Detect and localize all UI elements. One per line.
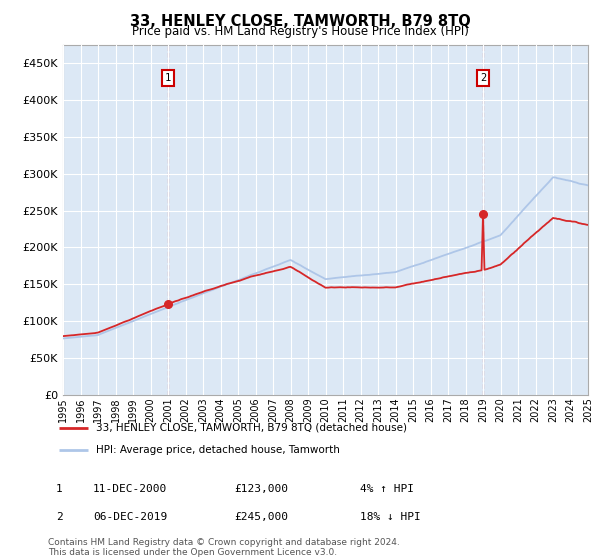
Text: HPI: Average price, detached house, Tamworth: HPI: Average price, detached house, Tamw…: [95, 445, 340, 455]
Text: Price paid vs. HM Land Registry's House Price Index (HPI): Price paid vs. HM Land Registry's House …: [131, 25, 469, 38]
Text: £245,000: £245,000: [234, 512, 288, 522]
Text: 2: 2: [56, 512, 63, 522]
Text: 33, HENLEY CLOSE, TAMWORTH, B79 8TQ: 33, HENLEY CLOSE, TAMWORTH, B79 8TQ: [130, 14, 470, 29]
Text: 1: 1: [165, 73, 171, 83]
Text: 2: 2: [480, 73, 486, 83]
Text: 06-DEC-2019: 06-DEC-2019: [93, 512, 167, 522]
Text: 1: 1: [56, 484, 63, 494]
Text: 33, HENLEY CLOSE, TAMWORTH, B79 8TQ (detached house): 33, HENLEY CLOSE, TAMWORTH, B79 8TQ (det…: [95, 423, 407, 433]
Text: 18% ↓ HPI: 18% ↓ HPI: [360, 512, 421, 522]
Text: 11-DEC-2000: 11-DEC-2000: [93, 484, 167, 494]
Text: 4% ↑ HPI: 4% ↑ HPI: [360, 484, 414, 494]
Text: Contains HM Land Registry data © Crown copyright and database right 2024.
This d: Contains HM Land Registry data © Crown c…: [48, 538, 400, 557]
Text: £123,000: £123,000: [234, 484, 288, 494]
